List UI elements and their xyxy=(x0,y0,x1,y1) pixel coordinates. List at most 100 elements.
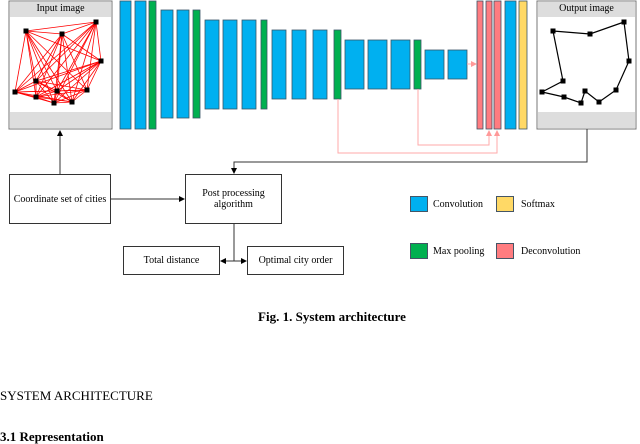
city-node xyxy=(93,19,99,25)
graph-edge xyxy=(14,80,37,93)
city-node xyxy=(84,87,90,93)
city-node xyxy=(578,100,584,106)
graph-edge xyxy=(35,21,97,98)
architecture-diagram xyxy=(8,0,637,264)
city-node xyxy=(550,28,556,34)
graph-edge xyxy=(53,21,97,104)
convolution-layer xyxy=(312,29,328,100)
city-node xyxy=(560,78,566,84)
convolution-layer xyxy=(344,39,365,90)
coordinate-set-box: Coordinate set of cities xyxy=(9,174,111,224)
city-node xyxy=(587,31,593,37)
tour-output xyxy=(539,19,632,106)
max-pooling-layer xyxy=(260,19,268,110)
output-to-postprocess-arrow xyxy=(231,129,588,174)
complete-graph-input xyxy=(12,19,104,106)
graph-edge xyxy=(61,33,88,91)
convolution-layer xyxy=(222,19,238,110)
graph-edge xyxy=(35,33,63,82)
city-node xyxy=(596,99,602,105)
convolution-layer xyxy=(504,0,517,130)
legend-swatch-convolution xyxy=(410,196,428,212)
graph-edge xyxy=(95,21,102,62)
graph-edge xyxy=(56,21,97,92)
graph-edge xyxy=(25,21,97,32)
city-node xyxy=(33,94,39,100)
figure-caption: Fig. 1. System architecture xyxy=(258,309,406,324)
convolution-layer xyxy=(176,9,190,119)
legend-label-convolution: Convolution xyxy=(433,199,484,210)
city-node xyxy=(33,78,39,84)
graph-edge xyxy=(35,96,55,104)
city-node xyxy=(626,58,632,64)
graph-edge xyxy=(35,21,97,82)
output-image-title: Output image xyxy=(559,3,614,14)
city-node xyxy=(54,88,60,94)
legend-swatch-deconvolution xyxy=(496,243,514,259)
city-node xyxy=(582,88,588,94)
convolution-layer xyxy=(367,39,388,90)
convolution-layer xyxy=(447,49,468,80)
city-node xyxy=(51,100,57,106)
convolution-layer xyxy=(390,39,411,90)
graph-edge xyxy=(14,30,27,93)
softmax-layer xyxy=(518,0,528,130)
graph-edge xyxy=(14,33,63,93)
graph-edge xyxy=(35,89,88,98)
city-node xyxy=(98,58,104,64)
convolution-layer xyxy=(134,0,147,130)
convolution-layer xyxy=(271,29,287,100)
legend-label-max-pooling: Max pooling xyxy=(433,246,485,257)
graph-edge xyxy=(53,89,88,104)
graph-edge xyxy=(86,60,102,91)
graph-edge xyxy=(71,60,102,103)
skip-connection-1 xyxy=(337,99,500,154)
graph-edge xyxy=(35,60,102,82)
city-node xyxy=(613,87,619,93)
max-pooling-layer xyxy=(148,0,157,130)
graph-edge xyxy=(25,30,37,98)
graph-edge xyxy=(25,30,63,35)
city-node xyxy=(561,94,567,100)
deconvolution-layer xyxy=(476,0,484,130)
graph-edge xyxy=(53,101,73,104)
graph-edge xyxy=(14,21,97,93)
city-node xyxy=(12,89,18,95)
subsection-heading: 3.1 Representation xyxy=(0,429,104,444)
city-node xyxy=(539,89,545,95)
convolution-layer xyxy=(160,9,174,119)
total-distance-box: Total distance xyxy=(123,246,220,275)
legend-label-deconvolution: Deconvolution xyxy=(521,246,581,257)
legend-label-softmax: Softmax xyxy=(521,199,555,210)
convolution-layer xyxy=(204,19,220,110)
graph-edge xyxy=(25,30,58,92)
tour-path xyxy=(540,21,630,104)
section-heading: SYSTEM ARCHITECTURE xyxy=(0,388,153,403)
skip-connection-2 xyxy=(417,89,492,146)
max-pooling-layer xyxy=(413,39,422,90)
graph-edge xyxy=(61,21,97,35)
graph-edge xyxy=(56,89,88,92)
convolution-layer xyxy=(424,49,445,80)
city-node xyxy=(621,19,627,25)
convolution-layer xyxy=(291,29,307,100)
optimal-city-order-box: Optimal city order xyxy=(247,246,344,275)
convolution-layer xyxy=(119,0,132,130)
post-processing-box: Post processing algorithm xyxy=(185,174,282,224)
graph-edge xyxy=(14,60,102,93)
city-node xyxy=(59,31,65,37)
graph-edge xyxy=(35,96,73,103)
convolution-layer xyxy=(241,19,257,110)
legend-swatch-softmax xyxy=(496,196,514,212)
city-node xyxy=(23,28,29,34)
max-pooling-layer xyxy=(333,29,342,100)
deconvolution-layer xyxy=(485,0,493,130)
network-layers xyxy=(119,0,528,130)
legend-swatch-max-pooling xyxy=(410,243,428,259)
graph-edge xyxy=(35,80,88,91)
graph-edge xyxy=(35,90,58,98)
input-image-title: Input image xyxy=(36,3,85,14)
max-pooling-layer xyxy=(192,9,201,119)
output-image-panel xyxy=(536,0,637,130)
